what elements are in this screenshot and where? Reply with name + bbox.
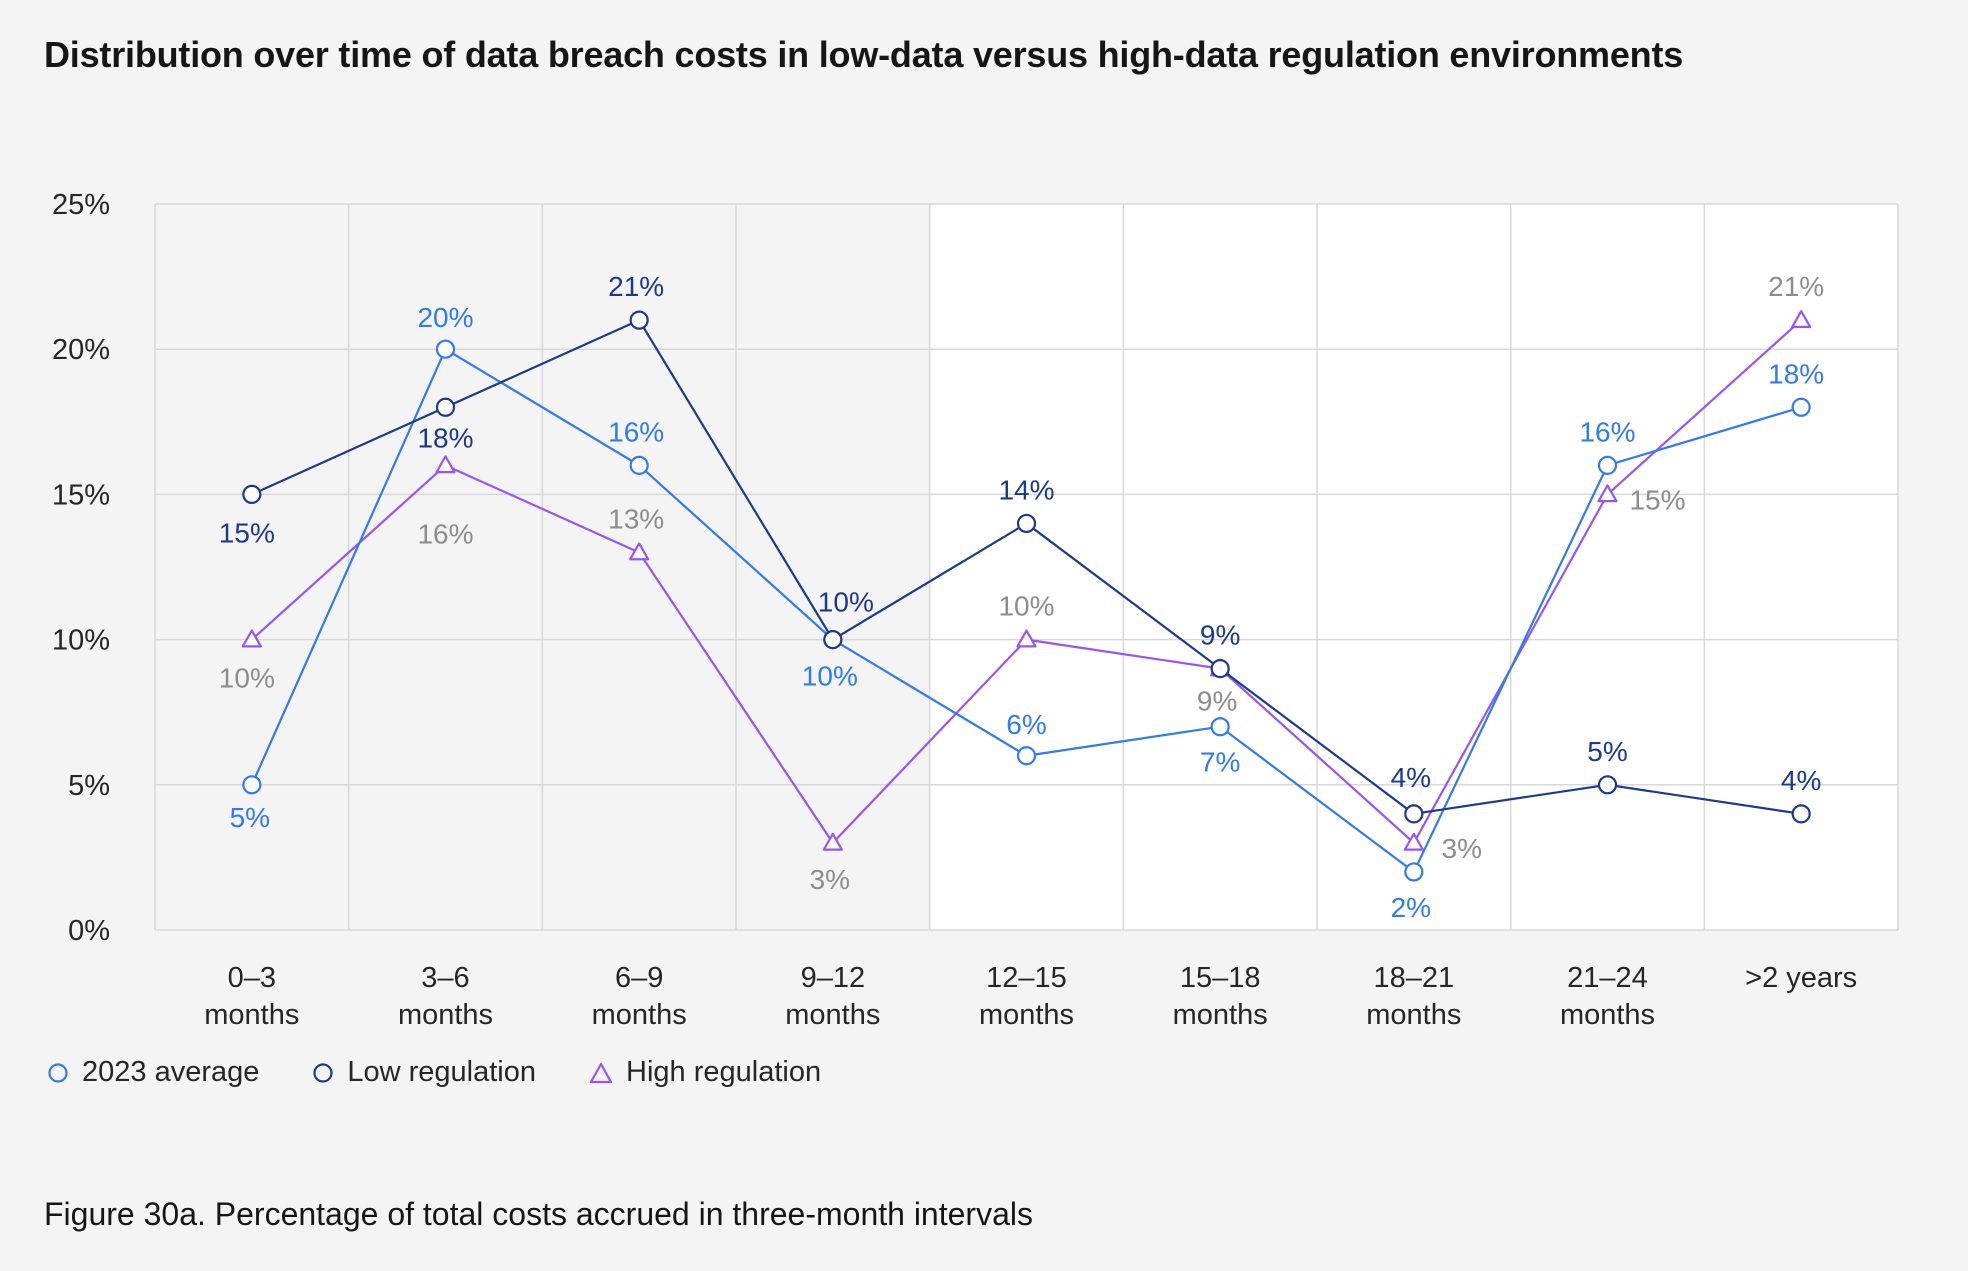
data-point-high <box>1016 629 1037 648</box>
x-tick-label: 3–6 <box>421 962 469 994</box>
x-tick-label: months <box>1173 999 1268 1031</box>
x-tick-label: 6–9 <box>615 962 663 994</box>
triangle-marker-icon <box>589 1062 613 1083</box>
y-tick-label: 15% <box>52 479 110 511</box>
data-label-high: 10% <box>998 591 1054 622</box>
data-label-low: 15% <box>219 517 275 548</box>
data-point-high <box>241 629 262 648</box>
x-tick-label: months <box>592 999 687 1031</box>
y-tick-label: 0% <box>68 915 110 947</box>
data-label-avg: 7% <box>1200 747 1240 778</box>
legend-label: 2023 average <box>82 1056 260 1088</box>
data-point-low <box>823 629 843 650</box>
data-label-high: 9% <box>1197 686 1237 717</box>
data-label-high: 21% <box>1768 271 1824 302</box>
x-tick-label: 18–21 <box>1374 962 1455 994</box>
data-label-high: 16% <box>417 518 473 549</box>
x-tick-label: 15–18 <box>1180 962 1261 994</box>
data-label-high: 3% <box>1442 833 1482 864</box>
data-point-avg <box>1404 862 1424 882</box>
data-label-low: 10% <box>818 587 874 618</box>
x-tick-label: months <box>979 999 1074 1031</box>
data-label-high: 13% <box>608 503 664 534</box>
x-tick-label: 21–24 <box>1567 962 1648 994</box>
circle-marker-icon <box>313 1062 333 1083</box>
data-point-high <box>822 832 843 851</box>
data-label-high: 10% <box>219 663 275 694</box>
legend-label: Low regulation <box>347 1056 537 1088</box>
data-point-avg <box>1210 717 1230 737</box>
data-point-avg <box>629 455 649 475</box>
data-point-low <box>1016 513 1037 534</box>
legend-item-2023-average: 2023 average <box>46 1056 259 1089</box>
data-point-low <box>1404 804 1424 824</box>
data-label-high: 15% <box>1629 484 1685 515</box>
legend-item-low-regulation: Low regulation <box>311 1056 536 1089</box>
x-tick-label: 12–15 <box>986 962 1067 994</box>
data-point-high <box>1597 484 1618 503</box>
data-point-low <box>1791 804 1811 824</box>
data-label-low: 4% <box>1391 762 1431 793</box>
data-point-high <box>435 455 456 474</box>
data-point-low <box>1597 775 1618 795</box>
data-label-avg: 5% <box>230 802 270 833</box>
data-label-avg: 18% <box>1768 358 1824 389</box>
data-label-low: 5% <box>1587 736 1627 767</box>
data-point-avg <box>1597 455 1618 475</box>
data-label-avg: 2% <box>1391 892 1431 923</box>
data-point-avg <box>1791 397 1811 417</box>
data-point-low <box>435 397 456 417</box>
x-tick-label: 0–3 <box>228 962 276 994</box>
x-tick-label: >2 years <box>1745 962 1857 994</box>
x-tick-label: months <box>1560 999 1655 1031</box>
data-point-avg <box>242 775 262 795</box>
data-label-avg: 20% <box>417 302 473 333</box>
data-point-low <box>1210 659 1230 679</box>
data-point-avg <box>435 339 456 359</box>
data-label-low: 21% <box>608 271 664 302</box>
chart-legend: 2023 average Low regulation High regulat… <box>46 1056 873 1089</box>
x-tick-label: months <box>398 999 493 1031</box>
chart-title: Distribution over time of data breach co… <box>44 34 1684 75</box>
data-label-high: 3% <box>810 864 850 895</box>
legend-item-high-regulation: High regulation <box>588 1056 821 1089</box>
data-label-low: 18% <box>417 422 473 453</box>
data-label-avg: 10% <box>802 661 858 692</box>
data-label-low: 9% <box>1200 620 1240 651</box>
data-point-avg <box>1016 746 1037 766</box>
y-tick-label: 20% <box>52 334 110 366</box>
data-point-high <box>629 542 650 561</box>
data-label-avg: 16% <box>1579 416 1635 447</box>
x-tick-label: months <box>1366 999 1461 1031</box>
x-tick-label: months <box>785 999 880 1031</box>
data-label-avg: 16% <box>608 416 664 447</box>
y-tick-label: 5% <box>68 770 110 802</box>
data-label-low: 4% <box>1781 765 1821 796</box>
x-tick-label: 9–12 <box>801 962 866 994</box>
data-point-high <box>1403 832 1424 851</box>
data-label-low: 14% <box>998 474 1054 505</box>
y-tick-label: 25% <box>52 189 110 221</box>
y-tick-label: 10% <box>52 625 110 657</box>
data-point-low <box>242 484 262 504</box>
data-point-high <box>1791 310 1812 329</box>
legend-label: High regulation <box>626 1056 822 1088</box>
x-tick-label: months <box>204 999 299 1031</box>
figure-caption: Figure 30a. Percentage of total costs ac… <box>44 1196 1033 1232</box>
circle-marker-icon <box>48 1062 68 1083</box>
data-label-avg: 6% <box>1006 709 1046 740</box>
data-point-low <box>629 310 649 330</box>
